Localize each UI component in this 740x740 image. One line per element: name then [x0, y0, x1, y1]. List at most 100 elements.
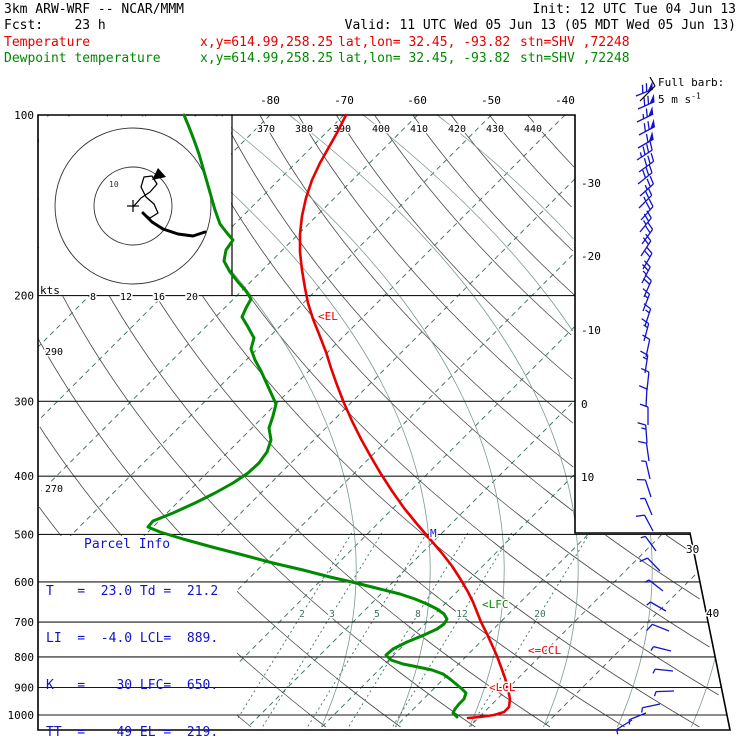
mixing-ratio-label: 5: [374, 609, 380, 620]
wind-barb: [653, 690, 675, 697]
barb-legend-glyph: [639, 76, 656, 102]
level-marker-ccl: <=CCL: [528, 644, 561, 657]
theta-label: 270: [45, 484, 63, 495]
level-marker-el: <EL: [318, 310, 338, 323]
hodograph-ring: [54, 127, 212, 285]
wind-barb: [646, 623, 670, 632]
wind-barb: [636, 141, 653, 161]
wind-barb: [635, 81, 653, 97]
wind-barb: [642, 288, 651, 312]
level-marker-lcl: <LCL: [489, 681, 516, 694]
model-title: 3km ARW-WRF -- NCAR/MMM: [4, 2, 185, 17]
theta-label: 400: [372, 124, 390, 135]
wind-barb: [638, 187, 653, 209]
hodograph-arrow: [152, 168, 166, 180]
wind-barb: [640, 198, 654, 221]
wind-barb: [643, 274, 652, 298]
temp-axis-label-right: -10: [581, 324, 601, 337]
temp-axis-label-right: 0: [581, 398, 588, 411]
pressure-axis-label: 500: [14, 528, 34, 541]
mixing-ratio-label: 12: [456, 609, 467, 620]
mixing-ratio-lines: [230, 532, 591, 730]
wind-barb: [638, 153, 655, 173]
wind-barb: [640, 535, 657, 552]
temp-axis-label-top: -50: [481, 94, 501, 107]
temp-axis-label-right: -30: [581, 177, 601, 190]
hodograph-kts-label: kts: [40, 284, 60, 297]
temp-axis-label-corner: 40: [706, 607, 719, 620]
temp-axis-label-top: -60: [407, 94, 427, 107]
pressure-axis-label: 100: [14, 109, 34, 122]
wind-barb: [636, 514, 654, 532]
wind-barb: [638, 385, 648, 408]
pressure-axis-label: 700: [14, 616, 34, 629]
barb-legend-title: Full barb:: [658, 76, 725, 89]
wind-barb: [650, 645, 672, 652]
theta-label: 410: [410, 124, 428, 135]
pressure-axis-label: 300: [14, 395, 34, 408]
sounding-traces: [146, 113, 512, 720]
wind-barb: [641, 222, 654, 245]
wind-barb: [639, 210, 652, 233]
parcel-info-row: T = 23.0 Td = 21.2: [46, 584, 219, 600]
parcel-info-row: K = 30 LFC= 650.: [46, 677, 219, 693]
mixing-ratio-label: 20: [534, 609, 546, 620]
forecast-hour: Fcst: 23 h: [4, 18, 106, 33]
level-marker-m: M: [430, 527, 437, 540]
level-markers: <EL <LFC <=CCL <LCL M: [317, 309, 563, 696]
theta-label: 380: [295, 124, 313, 135]
level-marker-lfc: <LFC: [482, 598, 509, 611]
pressure-axis-label: 600: [14, 576, 34, 589]
temperature-latlon: lat,lon= 32.45, -93.82: [338, 35, 511, 50]
pressure-axis-label: 200: [14, 290, 34, 303]
hodograph-speed-tick: 8: [90, 292, 96, 303]
temp-axis-label-top: -40: [555, 94, 575, 107]
dewpoint-trace: [146, 113, 468, 719]
wind-barb: [638, 118, 656, 136]
pressure-axis-label: 800: [14, 651, 34, 664]
wind-barb: [637, 131, 654, 149]
pressure-axis-label: 900: [14, 682, 34, 695]
temp-axis-label-top: -80: [260, 94, 280, 107]
dewpoint-latlon: lat,lon= 32.45, -93.82: [338, 51, 511, 66]
wind-barb: [636, 478, 652, 498]
parcel-info-title: Parcel Info: [84, 537, 171, 552]
parcel-info-table: T = 23.0 Td = 21.2 LI = -4.0 LCL= 889. K…: [46, 553, 226, 740]
wind-barb: [641, 460, 651, 480]
wind-barb: [641, 318, 650, 342]
wind-barb: [644, 579, 664, 592]
theta-label: 290: [45, 347, 63, 358]
wind-barb: [639, 557, 661, 572]
temp-axis-label-right: 10: [581, 471, 594, 484]
temperature-xy: x,y=614.99,258.25: [200, 35, 334, 50]
mixing-ratio-label: 2: [299, 609, 305, 620]
wind-barb: [643, 303, 652, 327]
wind-barbs: [616, 81, 675, 735]
wind-barb: [640, 497, 653, 516]
parcel-info-row: TT = 49 EL = 219.: [46, 724, 219, 740]
plot-border: [37, 114, 731, 731]
hodograph-speed-tick: 16: [153, 292, 165, 303]
hodograph-ring-label: 10: [109, 180, 119, 189]
init-time: Init: 12 UTC Tue 04 Jun 13: [532, 2, 737, 17]
hodograph-inset: 10 kts 8 12 16 20: [40, 127, 212, 305]
wind-barb: [637, 93, 655, 110]
temperature-trace: [298, 113, 512, 720]
barb-legend: Full barb: 5 m s-1: [658, 76, 724, 106]
hodograph-speed-tick: 12: [120, 292, 132, 303]
dewpoint-station: stn=SHV ,72248: [520, 51, 630, 66]
hodograph-speed-tick: 20: [186, 292, 198, 303]
temp-axis-label-right: -20: [581, 250, 601, 263]
theta-label: 370: [257, 124, 275, 135]
wind-barb: [639, 403, 649, 425]
theta-label: 430: [486, 124, 504, 135]
temp-axis-label-top: -70: [334, 94, 354, 107]
wind-barb: [639, 175, 655, 197]
barb-legend-unit: 5 m s-1: [658, 91, 701, 106]
wind-barb: [638, 440, 650, 462]
theta-label: 420: [448, 124, 466, 135]
temperature-station: stn=SHV ,72248: [520, 35, 630, 50]
